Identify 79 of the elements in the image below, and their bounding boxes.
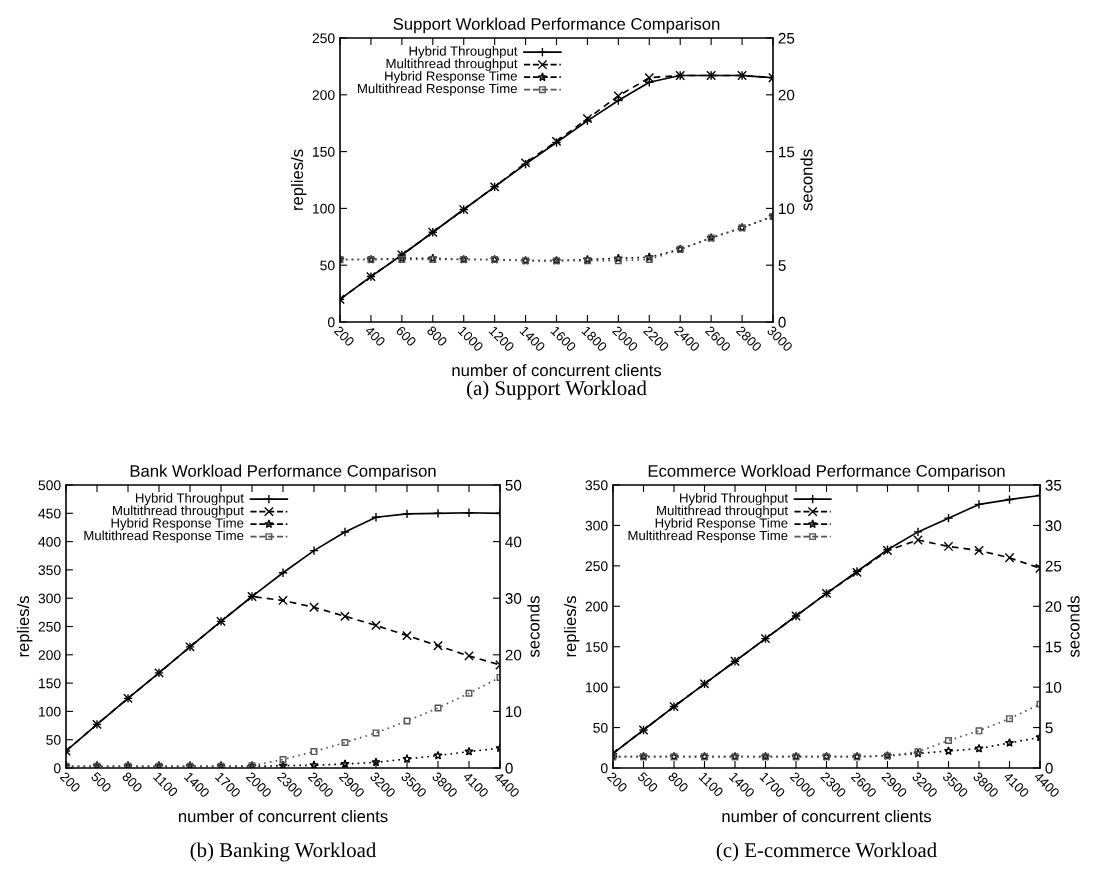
y2-tick-label: 30 <box>1045 520 1062 532</box>
y-tick-label: 300 <box>38 593 61 604</box>
y2-tick-label: 15 <box>779 146 795 158</box>
x-tick-label: 800 <box>426 325 448 347</box>
y2-tick-label: 25 <box>1045 560 1062 572</box>
x-tick-label: 500 <box>637 771 659 793</box>
y2-tick-label: 10 <box>506 706 522 718</box>
legend-label: Multithread throughput <box>386 58 518 71</box>
y2-tick-label: 0 <box>505 762 513 774</box>
y-tick-label: 150 <box>39 678 61 689</box>
legend-label: Multithread Response Time <box>84 530 244 543</box>
legend-label: Multithread throughput <box>113 505 244 518</box>
y-tick-label: 200 <box>312 90 335 100</box>
y-tick-label: 450 <box>38 508 61 519</box>
legend-label: Hybrid Throughput <box>680 493 788 506</box>
chart-title: Support Workload Performance Comparison <box>393 17 720 34</box>
y2-axis-title: seconds <box>1067 596 1080 658</box>
y-tick-label: 0 <box>53 763 61 774</box>
legend-label: Hybrid Response Time <box>111 518 244 531</box>
legend-label: Multithread Response Time <box>628 530 788 543</box>
y-tick-label: 250 <box>585 561 608 572</box>
y2-tick-label: 10 <box>779 203 795 215</box>
y-tick-label: 100 <box>586 682 608 693</box>
y-tick-label: 0 <box>600 763 608 774</box>
y2-tick-label: 20 <box>505 649 522 661</box>
x-tick-label: 600 <box>395 325 417 347</box>
text: (c) E-commerce Workload <box>716 842 937 862</box>
y2-tick-label: 40 <box>505 536 522 548</box>
y2-tick-label: 30 <box>505 593 522 604</box>
x-axis-title: number of concurrent clients <box>178 810 388 823</box>
y2-tick-label: 0 <box>778 316 786 328</box>
y-tick-label: 250 <box>38 621 61 632</box>
y-tick-label: 50 <box>320 260 335 271</box>
y2-axis-title: seconds <box>800 149 813 211</box>
y2-tick-label: 20 <box>778 89 795 101</box>
y-tick-label: 500 <box>38 480 61 491</box>
chart-title: Ecommerce Workload Performance Comparison <box>648 464 1005 481</box>
y2-tick-label: 0 <box>1045 762 1053 774</box>
y-axis-title: replies/s <box>16 596 33 657</box>
y-tick-label: 350 <box>585 480 608 491</box>
y2-tick-label: 15 <box>1046 641 1062 653</box>
legend-label: Hybrid Throughput <box>409 46 518 59</box>
y-tick-label: 150 <box>313 146 335 157</box>
legend-label: Hybrid Response Time <box>655 518 788 531</box>
y-tick-label: 100 <box>313 203 335 214</box>
y-tick-label: 300 <box>585 520 608 531</box>
y-tick-label: 200 <box>585 601 608 612</box>
y-tick-label: 150 <box>586 642 608 652</box>
y-tick-label: 350 <box>38 565 61 576</box>
y2-tick-label: 50 <box>505 479 522 491</box>
y2-tick-label: 35 <box>1045 479 1062 491</box>
x-axis-title: number of concurrent clients <box>722 810 932 823</box>
y-axis-title: replies/s <box>290 149 307 210</box>
x-tick-label: 800 <box>121 771 143 793</box>
text: (b) Banking Workload <box>190 842 377 862</box>
y2-tick-label: 10 <box>1046 682 1062 693</box>
legend-label: Hybrid Throughput <box>135 493 244 506</box>
y-axis-title: replies/s <box>563 596 580 657</box>
y-tick-label: 50 <box>46 735 61 745</box>
legend-label: Hybrid Response Time <box>385 71 517 84</box>
y-tick-label: 100 <box>39 706 61 717</box>
chart-title: Bank Workload Performance Comparison <box>130 464 436 481</box>
y-tick-label: 0 <box>327 317 335 328</box>
y2-tick-label: 5 <box>1045 722 1053 734</box>
y2-tick-label: 20 <box>1045 601 1062 612</box>
x-axis-title: number of concurrent clients <box>452 364 662 377</box>
x-tick-label: 400 <box>364 325 386 347</box>
y2-axis-title: seconds <box>527 596 540 658</box>
x-tick-label: 500 <box>90 771 112 793</box>
y-tick-label: 200 <box>38 650 61 660</box>
y2-tick-label: 25 <box>778 32 795 44</box>
y2-tick-label: 5 <box>778 260 786 271</box>
y-tick-label: 400 <box>38 536 61 547</box>
y-tick-label: 50 <box>593 722 608 733</box>
text: (a) Support Workload <box>467 380 647 400</box>
legend-label: Multithread Response Time <box>358 83 517 96</box>
y-tick-label: 250 <box>312 33 335 44</box>
x-tick-label: 800 <box>667 771 689 793</box>
legend-label: Multithread throughput <box>657 505 788 518</box>
